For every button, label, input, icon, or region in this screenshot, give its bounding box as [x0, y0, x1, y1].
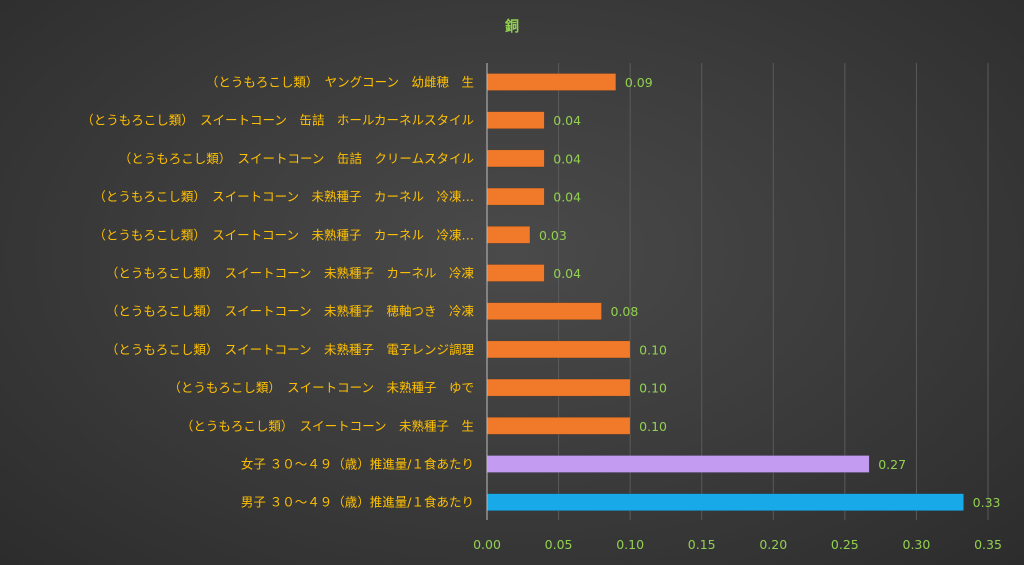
data-label: 0.10 [639, 342, 667, 357]
data-label: 0.04 [553, 113, 581, 128]
bar [486, 264, 545, 282]
x-tick-label: 0.00 [473, 537, 501, 552]
category-label: （とうもろこし類） スイートコーン 未熟種子 ゆで [168, 380, 474, 395]
category-label: 男子 ３０～４９（歳）推進量/１食あたり [241, 495, 474, 510]
category-label: （とうもろこし類） スイートコーン 未熟種子 カーネル 冷凍 [106, 266, 475, 281]
data-label: 0.09 [625, 75, 653, 90]
category-labels: （とうもろこし類） ヤングコーン 幼雌穂 生 （とうもろこし類） スイートコーン … [81, 75, 474, 510]
x-tick-label: 0.35 [974, 537, 1002, 552]
data-label: 0.10 [639, 419, 667, 434]
category-label: （とうもろこし類） スイートコーン 未熟種子 生 [181, 418, 474, 433]
category-label: （とうもろこし類） スイートコーン 未熟種子 カーネル 冷凍… [93, 227, 474, 242]
category-label: （とうもろこし類） スイートコーン 未熟種子 穂軸つき 冷凍 [106, 304, 475, 319]
category-label: （とうもろこし類） スイートコーン 缶詰 クリームスタイル [119, 151, 474, 166]
data-labels: 0.09 0.04 0.04 0.04 0.03 0.04 0.08 0.10 0.10 0.10… [539, 75, 1001, 510]
x-tick-label: 0.30 [903, 537, 931, 552]
x-tick-label: 0.15 [688, 537, 716, 552]
category-label: （とうもろこし類） スイートコーン 未熟種子 電子レンジ調理 [106, 342, 475, 357]
bar [486, 111, 545, 129]
bar [486, 340, 631, 359]
x-tick-label: 0.10 [616, 537, 644, 552]
data-label: 0.04 [553, 266, 581, 281]
data-label: 0.03 [539, 228, 567, 243]
data-label: 0.04 [553, 151, 581, 166]
bar [486, 226, 531, 244]
bar [486, 187, 545, 206]
bars [486, 73, 964, 511]
category-label: （とうもろこし類） スイートコーン 缶詰 ホールカーネルスタイル [81, 113, 474, 128]
category-label: 女子 ３０～４９（歳）推進量/１食あたり [241, 457, 474, 472]
bar [486, 73, 617, 91]
bar [486, 417, 631, 435]
x-tick-label: 0.05 [545, 537, 573, 552]
data-label: 0.27 [878, 457, 906, 472]
data-label: 0.08 [611, 304, 639, 319]
bar [486, 455, 870, 473]
gridlines [558, 63, 989, 520]
x-axis-ticks: 0.00 0.05 0.10 0.15 0.20 0.25 0.30 0.35 [473, 537, 1002, 552]
category-label: （とうもろこし類） ヤングコーン 幼雌穂 生 [206, 75, 474, 90]
bar [486, 378, 631, 397]
data-label: 0.33 [973, 495, 1001, 510]
bar [486, 493, 964, 511]
bar [486, 302, 602, 320]
x-tick-label: 0.25 [831, 537, 859, 552]
category-label: （とうもろこし類） スイートコーン 未熟種子 カーネル 冷凍… [93, 189, 474, 204]
x-tick-label: 0.20 [759, 537, 787, 552]
data-label: 0.04 [553, 190, 581, 205]
bar [486, 149, 545, 168]
chart-title: 銅 [505, 18, 519, 35]
data-label: 0.10 [639, 381, 667, 396]
